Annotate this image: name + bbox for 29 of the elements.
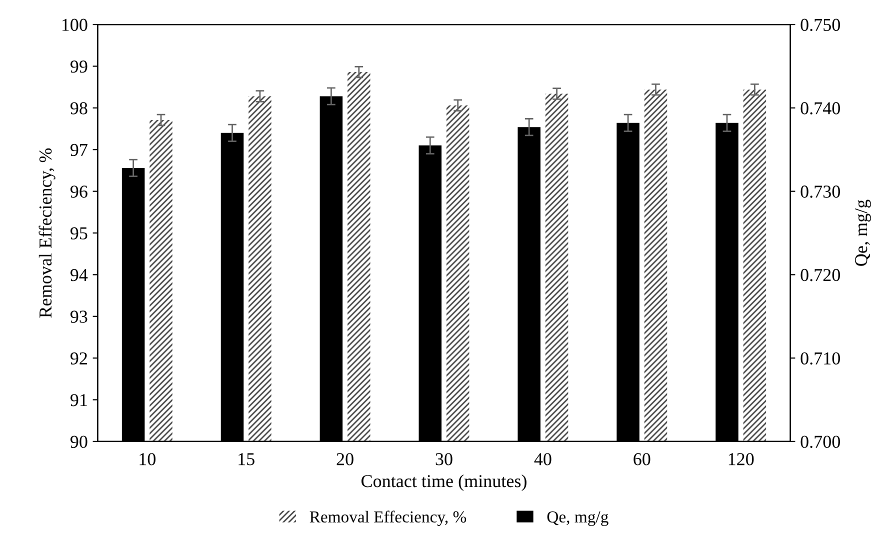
y-tick-label: 95 [70,227,88,240]
x-tick-label: 30 [436,453,452,466]
y-tick-label: 92 [70,352,87,365]
y-axis-title: Removal Effeciency, % [38,148,56,318]
y2-tick-label: 0.700 [800,436,840,448]
y-tick-label: 99 [70,60,88,73]
y2-tick-label: 0.730 [800,186,840,198]
y2-tick-label: 0.740 [800,102,840,114]
x-tick-label: 20 [336,453,354,466]
y-tick-label: 100 [62,18,88,31]
y-tick-label: 96 [70,186,88,198]
y2-tick-label: 0.720 [800,268,840,282]
legend-label: Qe, mg/g [547,511,608,526]
y2-tick-label: 0.710 [800,352,840,365]
y-tick-label: 97 [70,144,88,156]
y-tick-label: 90 [70,436,88,448]
y-tick-label: 93 [70,310,88,323]
y-tick-label: 91 [70,394,87,406]
x-tick-label: 15 [238,453,254,466]
y-tick-label: 98 [70,102,88,114]
x-tick-label: 10 [140,453,156,466]
x-tick-label: 40 [534,453,552,466]
x-axis-title: Contact time (minutes) [362,474,526,491]
y2-tick-label: 0.750 [800,18,840,32]
y2-axis-title: Qe, mg/g [855,200,871,266]
x-tick-label: 120 [728,453,754,466]
y-tick-label: 94 [70,268,88,282]
legend-label: Removal Effeciency, % [310,510,466,526]
x-tick-label: 60 [634,453,650,466]
